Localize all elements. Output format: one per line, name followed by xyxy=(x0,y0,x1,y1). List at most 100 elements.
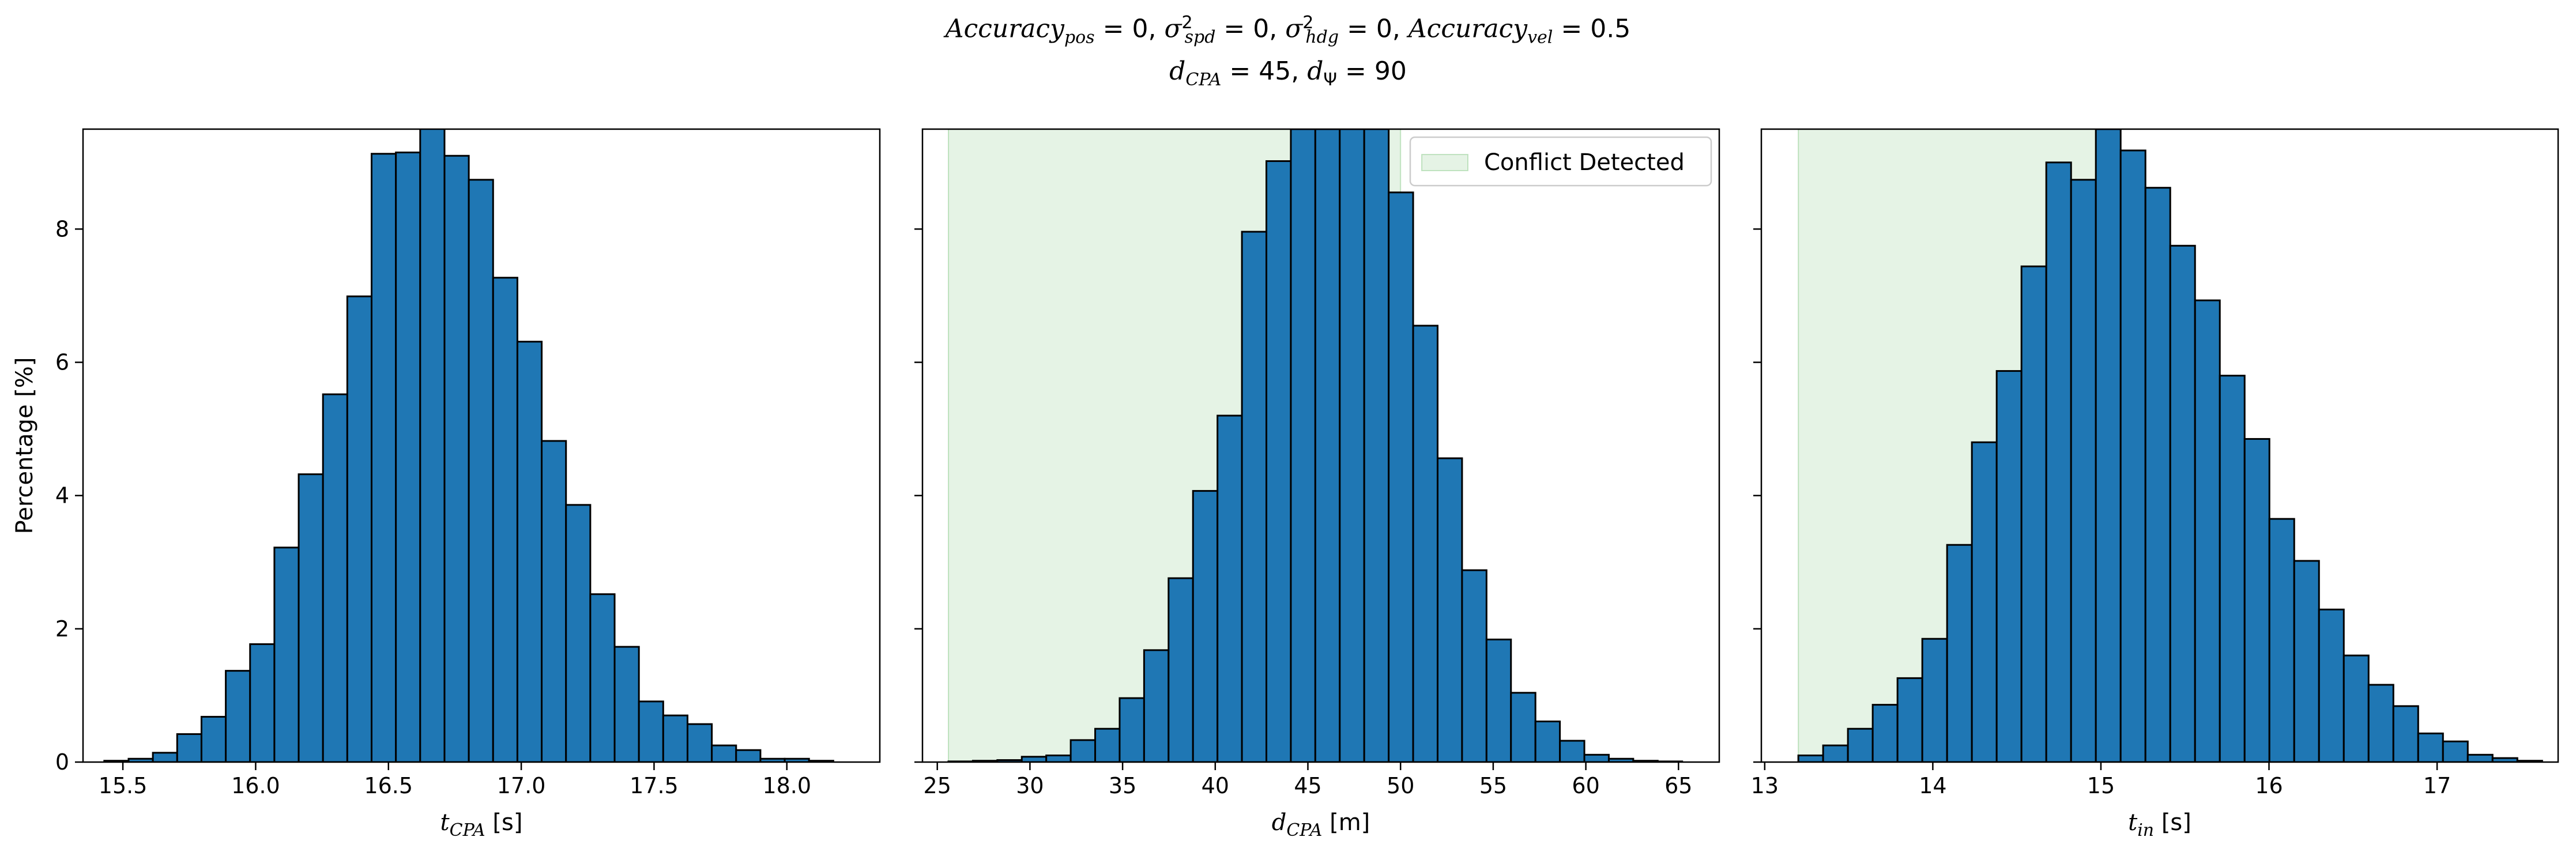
histogram-bar xyxy=(711,744,737,762)
histogram-bar xyxy=(1217,414,1243,762)
histogram-bar xyxy=(2392,705,2419,762)
histogram-bar xyxy=(2417,732,2444,762)
histogram-bar xyxy=(176,733,202,762)
histogram-bar xyxy=(2243,438,2270,762)
histogram-bar xyxy=(419,129,446,762)
x-tick-label: 17.5 xyxy=(630,773,679,798)
histogram-bar xyxy=(2367,684,2394,762)
histogram-bar xyxy=(1971,441,1998,762)
x-tick-label: 25 xyxy=(924,773,951,798)
legend-label: Conflict Detected xyxy=(1484,149,1685,176)
histogram-bar xyxy=(1559,740,1585,762)
histogram-bar xyxy=(2293,560,2320,762)
histogram-bar xyxy=(443,154,470,762)
histogram-bar xyxy=(1094,727,1121,762)
x-tick-label: 18.0 xyxy=(762,773,811,798)
x-tick-label: 16.5 xyxy=(364,773,413,798)
histogram-bar xyxy=(249,643,276,762)
histogram-bar xyxy=(1583,753,1610,762)
histogram-bar xyxy=(1388,191,1414,762)
histogram-bar xyxy=(686,723,713,762)
x-tick-label: 16.0 xyxy=(231,773,280,798)
histogram-bar xyxy=(2095,129,2122,762)
histogram-bar xyxy=(395,151,421,762)
histogram-bar xyxy=(1412,325,1438,762)
histogram-bars xyxy=(103,129,834,762)
histogram-bar xyxy=(1118,697,1145,762)
histogram-bar xyxy=(322,393,348,762)
histogram-bar xyxy=(1510,692,1536,762)
histogram-bar xyxy=(1069,739,1097,762)
histogram-bar xyxy=(1946,544,1973,762)
x-tick-label: 60 xyxy=(1572,773,1599,798)
histogram-bar xyxy=(1822,744,1849,762)
legend xyxy=(1409,136,1712,187)
histogram-bar xyxy=(1241,231,1268,762)
histogram-bar xyxy=(516,341,543,762)
figure-title-line2: dCPA = 45, dΨ = 90 xyxy=(1169,56,1407,90)
histogram-bar xyxy=(2342,654,2370,762)
histogram-bar xyxy=(2318,608,2345,762)
histogram-bar xyxy=(1995,370,2023,762)
histogram-bar xyxy=(1266,160,1292,762)
histogram-bar xyxy=(2268,518,2295,762)
y-tick-label: 2 xyxy=(55,616,69,642)
histogram-bar xyxy=(2194,299,2221,762)
x-tick-label: 30 xyxy=(1016,773,1044,798)
histogram-bar xyxy=(468,179,494,762)
histogram-bar xyxy=(273,546,300,762)
x-tick-label: 17 xyxy=(2423,773,2451,798)
histogram-bar xyxy=(2045,161,2072,762)
histogram-bar xyxy=(492,277,518,762)
y-axis-label: Percentage [%] xyxy=(12,357,38,534)
histogram-bar xyxy=(1485,638,1512,762)
histogram-bar xyxy=(1461,569,1487,762)
histogram-bar xyxy=(1797,754,1824,762)
x-tick-label: 16 xyxy=(2255,773,2283,798)
histogram-bar xyxy=(225,670,251,762)
y-tick-label: 8 xyxy=(55,216,69,242)
histogram-bar xyxy=(2119,149,2146,762)
x-tick-label: 55 xyxy=(1479,773,1507,798)
x-axis-label: tCPA [s] xyxy=(440,809,523,840)
histogram-bar xyxy=(541,440,567,762)
x-tick-label: 15 xyxy=(2087,773,2115,798)
histogram-bar xyxy=(1192,490,1219,762)
y-tick-label: 4 xyxy=(55,483,69,508)
histogram-bar xyxy=(1314,129,1341,762)
histogram-bar xyxy=(1143,649,1170,762)
x-tick-label: 13 xyxy=(1751,773,1779,798)
histogram-bar xyxy=(1168,577,1194,762)
histogram-bar xyxy=(1045,754,1072,762)
histogram-bar xyxy=(2020,265,2047,762)
figure-title-line1: Accuracypos = 0, σ2spd = 0, σ2hdg = 0, A… xyxy=(945,13,1631,48)
histogram-bar xyxy=(297,473,324,762)
histogram-bar xyxy=(1534,720,1561,762)
histogram-bar xyxy=(565,504,592,762)
y-tick-label: 6 xyxy=(55,350,69,375)
histogram-bar xyxy=(638,700,664,762)
axes-frame xyxy=(82,128,881,763)
histogram-bar xyxy=(1871,704,1899,762)
x-axis-label: dCPA [m] xyxy=(1272,809,1370,840)
histogram-bar xyxy=(1921,638,1948,762)
x-tick-label: 35 xyxy=(1109,773,1136,798)
histogram-bar xyxy=(589,593,616,762)
x-axis-label: tin [s] xyxy=(2128,809,2191,840)
x-tick-label: 50 xyxy=(1387,773,1414,798)
x-tick-label: 65 xyxy=(1664,773,1692,798)
histogram-bar xyxy=(1363,129,1390,762)
histogram-bar xyxy=(2144,187,2171,762)
panel-tcpa: 15.5 16.0 16.5 17.0 17.5 18.0 0 2 4 6 8 tCPA [s] Per… xyxy=(12,128,881,840)
panel-dcpa: 25 30 35 40 45 50 55 60 65 dCPA [m] Conflict Detec… xyxy=(914,128,1720,840)
x-tick-label: 45 xyxy=(1294,773,1321,798)
histogram-bar xyxy=(1290,129,1316,762)
y-tick-label: 0 xyxy=(55,749,69,775)
x-tick-label: 15.5 xyxy=(99,773,148,798)
legend-swatch xyxy=(1421,154,1468,171)
histogram-bar xyxy=(735,749,762,762)
panel-tin: 13 14 15 16 17 tin [s] xyxy=(1751,128,2559,840)
histogram-bar xyxy=(1436,457,1463,762)
